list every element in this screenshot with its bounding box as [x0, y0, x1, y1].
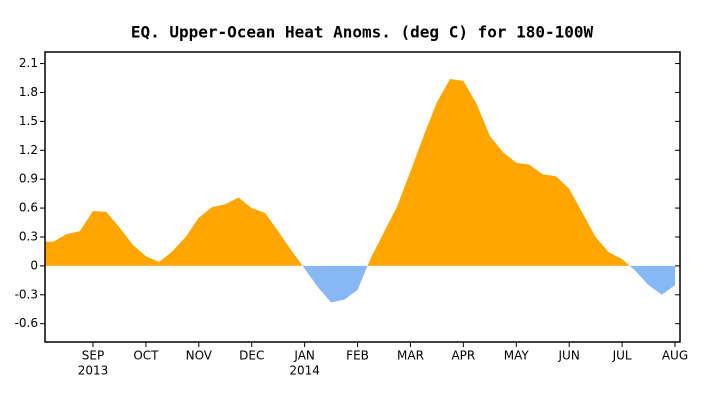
y-tick-label: 0.3: [19, 229, 38, 243]
x-tick-label: JUL: [612, 349, 632, 363]
y-tick-label: -0.6: [15, 316, 38, 330]
x-tick-label: JAN: [293, 349, 315, 363]
x-year-label: 2014: [289, 364, 320, 378]
y-tick-label: 0.9: [19, 172, 38, 186]
x-tick-label: MAR: [397, 349, 424, 363]
plot-frame: [44, 51, 681, 343]
chart-title: EQ. Upper-Ocean Heat Anoms. (deg C) for …: [131, 23, 594, 42]
x-tick-label: SEP: [82, 349, 104, 363]
y-tick-label: 0.6: [19, 201, 38, 215]
positive-area: [45, 78, 675, 266]
y-tick-label: 2.1: [19, 56, 38, 70]
x-year-label: 2013: [78, 364, 109, 378]
x-tick-label: AUG: [662, 349, 688, 363]
y-tick-label: 1.5: [19, 114, 38, 128]
y-tick-label: 1.2: [19, 143, 38, 157]
x-tick-label: NOV: [186, 349, 213, 363]
x-tick-label: FEB: [346, 349, 369, 363]
x-tick-label: DEC: [239, 349, 264, 363]
x-tick-label: APR: [451, 349, 475, 363]
y-tick-label: 1.8: [19, 85, 38, 99]
negative-area: [302, 265, 675, 303]
y-tick-label: 0: [30, 258, 38, 272]
x-tick-label: JUN: [558, 349, 580, 363]
y-tick-label: -0.3: [15, 287, 38, 301]
x-tick-label: MAY: [504, 349, 530, 363]
x-tick-label: OCT: [133, 349, 159, 363]
